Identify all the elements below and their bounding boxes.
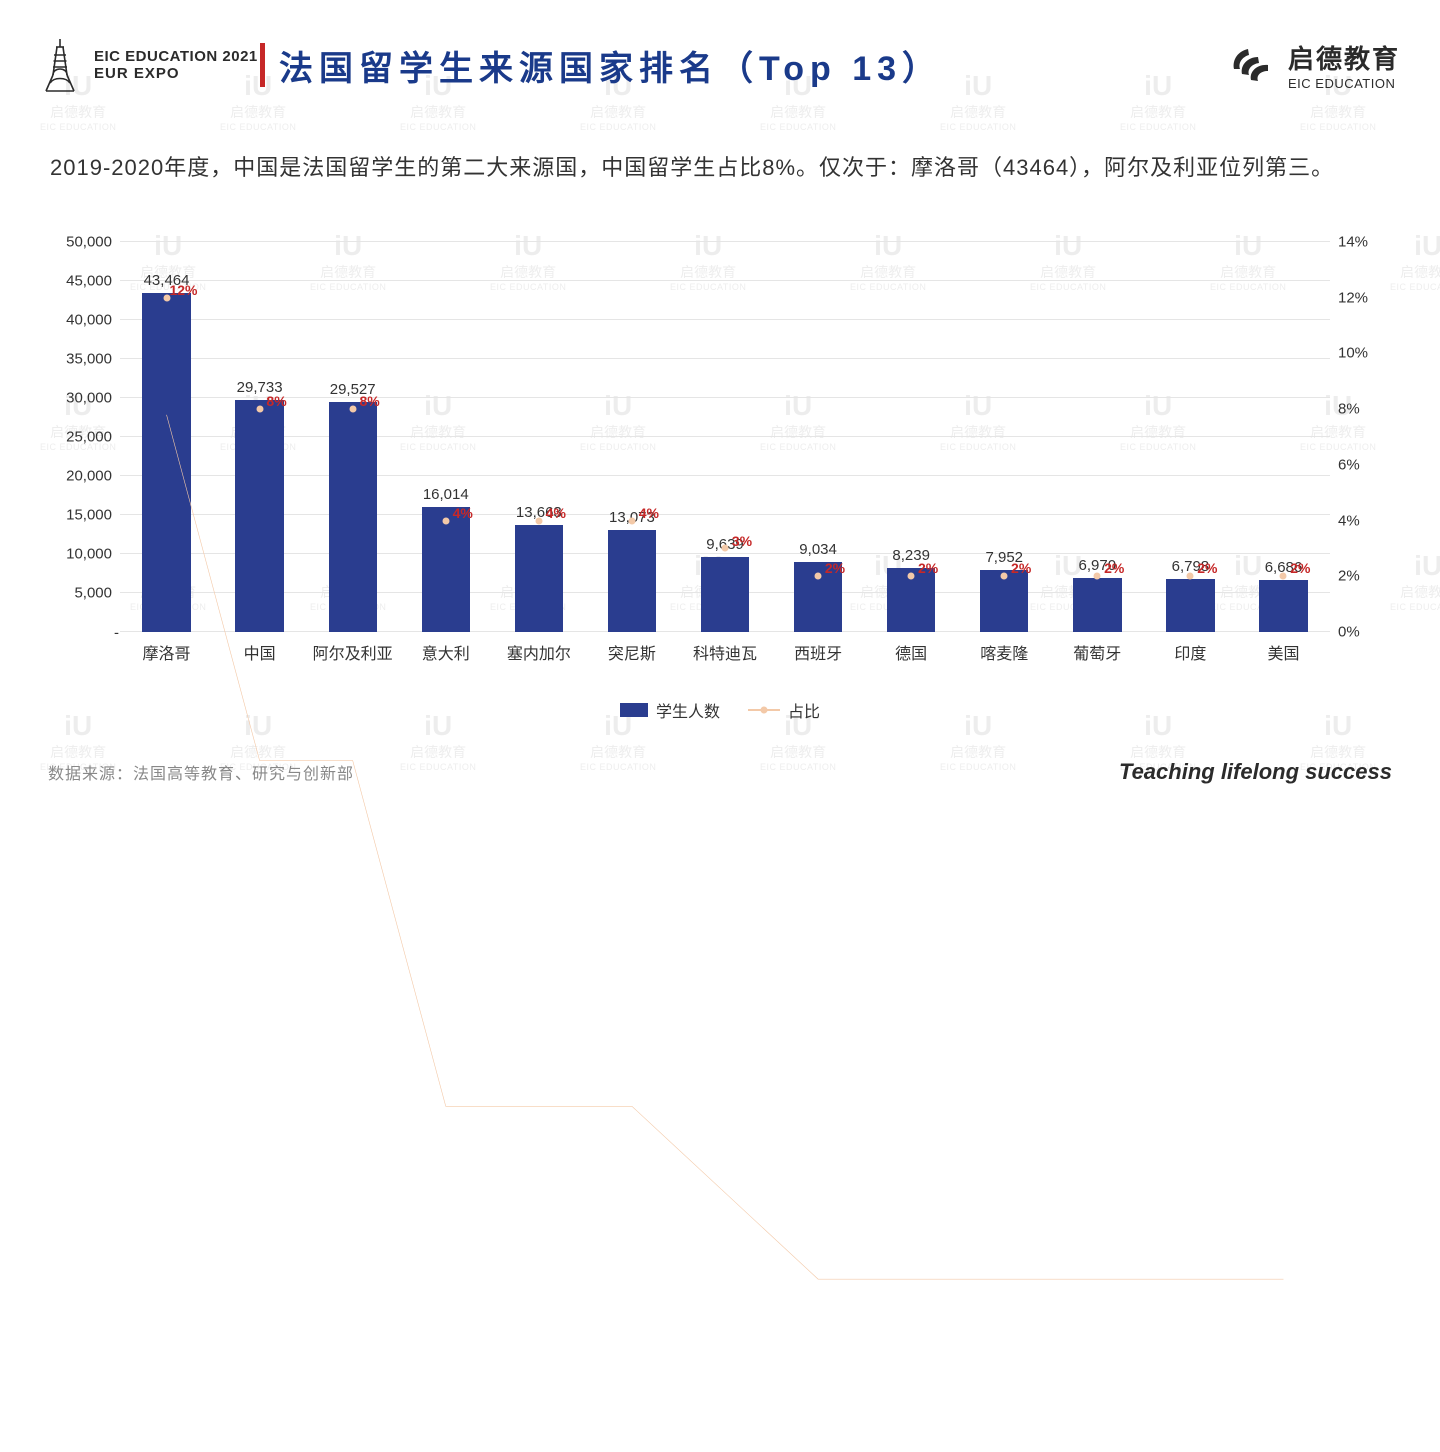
title-rule [260,43,265,87]
line-marker [256,406,263,413]
line-pct-label: 4% [546,505,566,521]
y-left-tick-label: 15,000 [50,507,120,524]
y-right-tick-label: 0% [1330,624,1360,641]
line-pct-label: 8% [266,393,286,409]
eiffel-tower-icon [40,37,80,93]
line-pct-label: 2% [918,560,938,576]
line-marker [1280,573,1287,580]
line-marker [1187,573,1194,580]
header-left-line1: EIC EDUCATION 2021 [94,48,258,65]
line-pct-label: 2% [1104,560,1124,576]
line-pct-label: 2% [1011,560,1031,576]
y-left-tick-label: 25,000 [50,429,120,446]
y-left-tick-label: 45,000 [50,273,120,290]
slide-subtitle: 2019-2020年度，中国是法国留学生的第二大来源国，中国留学生占比8%。仅次… [0,100,1440,182]
line-marker [1094,573,1101,580]
slide-footer: 数据来源：法国高等教育、研究与创新部 Teaching lifelong suc… [48,759,1392,785]
line-pct-label: 2% [1290,560,1310,576]
line-pct-label: 2% [1197,560,1217,576]
y-left-zero-tick: - [114,625,119,642]
line-pct-label: 4% [453,505,473,521]
brand-block: 启德教育 EIC EDUCATION [1228,39,1400,91]
legend-swatch-bar [620,703,648,717]
line-pct-label: 2% [825,560,845,576]
brand-tagline: Teaching lifelong success [1119,759,1392,785]
brand-en: EIC EDUCATION [1288,76,1400,91]
slide-title: 法国留学生来源国家排名（Top 13） [279,41,942,90]
brand-logo-icon [1228,42,1274,88]
y-right-tick-label: 12% [1330,289,1368,306]
header-left-text: EIC EDUCATION 2021 EUR EXPO [94,48,258,83]
y-right-tick-label: 10% [1330,345,1368,362]
legend-label-line: 占比 [788,698,820,722]
legend-item-line: 占比 [748,698,820,722]
y-left-tick-label: 50,000 [50,234,120,251]
legend-label-bar: 学生人数 [656,698,720,722]
line-marker [815,573,822,580]
y-left-tick-label: 10,000 [50,546,120,563]
line-pct-label: 3% [732,533,752,549]
data-source: 数据来源：法国高等教育、研究与创新部 [48,760,354,784]
line-pct-label: 4% [639,505,659,521]
y-right-tick-label: 14% [1330,234,1368,251]
y-right-tick-label: 8% [1330,401,1360,418]
y-left-tick-label: 5,000 [50,585,120,602]
line-pct-label: 12% [169,282,197,298]
line-marker [722,545,729,552]
y-left-tick-label: 20,000 [50,468,120,485]
chart-plot-area: - 5,00010,00015,00020,00025,00030,00035,… [120,242,1330,632]
brand-cn: 启德教育 [1288,39,1400,76]
y-left-tick-label: 35,000 [50,351,120,368]
y-left-tick-label: 40,000 [50,312,120,329]
line-marker [349,406,356,413]
legend-item-bar: 学生人数 [620,698,720,722]
y-left-tick-label: 30,000 [50,390,120,407]
y-right-tick-label: 2% [1330,568,1360,585]
line-overlay [120,242,1330,1452]
chart-legend: 学生人数 占比 [0,698,1440,722]
y-right-tick-label: 4% [1330,512,1360,529]
line-marker [908,573,915,580]
legend-swatch-line [748,709,780,711]
line-marker [1001,573,1008,580]
line-marker [535,517,542,524]
line-marker [628,517,635,524]
brand-text: 启德教育 EIC EDUCATION [1288,39,1400,91]
title-block: 法国留学生来源国家排名（Top 13） [260,41,942,90]
line-marker [442,517,449,524]
header-left-line2: EUR EXPO [94,65,258,82]
y-right-tick-label: 6% [1330,456,1360,473]
header-left: EIC EDUCATION 2021 EUR EXPO [40,37,260,93]
line-pct-label: 8% [360,393,380,409]
chart-container: - 5,000 10,000 15,000 20,000 25,000 30,000 35,… [40,222,1400,692]
slide-header: EIC EDUCATION 2021 EUR EXPO 法国留学生来源国家排名（… [0,0,1440,100]
